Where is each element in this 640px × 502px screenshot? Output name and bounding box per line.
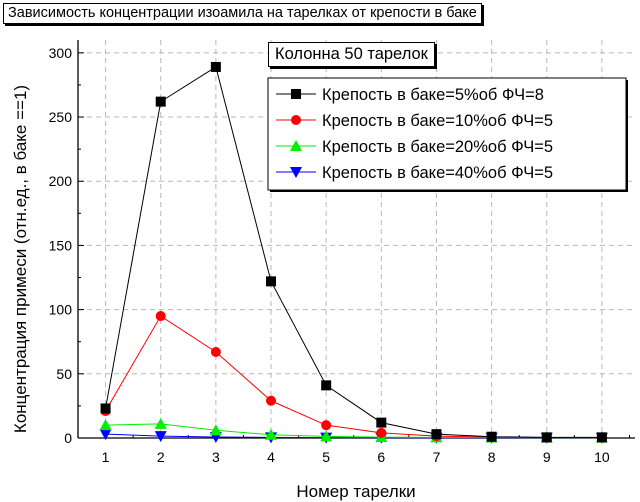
x-tick-label: 9 — [543, 449, 551, 465]
data-point — [541, 432, 552, 443]
data-point — [486, 431, 497, 442]
series-2 — [100, 311, 607, 443]
data-point — [155, 96, 166, 107]
data-point — [266, 276, 277, 287]
x-axis-label: Номер тарелки — [296, 482, 415, 501]
chart-title: Зависимость концентрации изоамила на тар… — [3, 3, 482, 24]
y-tick-label: 0 — [64, 430, 72, 446]
legend-marker — [290, 167, 302, 178]
data-point — [321, 380, 332, 391]
data-point — [100, 403, 111, 414]
y-axis-label: Концентрация примеси (отн.ед., в баке ==… — [11, 85, 30, 433]
y-tick-label: 300 — [49, 45, 73, 61]
data-point — [209, 424, 222, 436]
x-tick-label: 8 — [488, 449, 496, 465]
data-point — [210, 61, 221, 72]
legend-label: Крепость в баке=40%об ФЧ=5 — [322, 164, 553, 182]
data-point — [431, 429, 442, 440]
legend-marker — [291, 89, 301, 99]
y-tick-label: 100 — [49, 302, 73, 318]
x-tick-label: 7 — [433, 449, 441, 465]
data-point — [321, 420, 332, 431]
legend-marker — [291, 115, 301, 125]
series-line — [105, 315, 602, 439]
y-tick-label: 150 — [49, 237, 73, 253]
data-point — [376, 417, 387, 428]
data-point — [99, 429, 112, 441]
legend-marker — [290, 140, 302, 151]
data-point — [210, 346, 221, 357]
y-tick-label: 50 — [56, 366, 72, 382]
legend-label: Крепость в баке=10%об ФЧ=5 — [322, 112, 553, 130]
legend-label: Крепость в баке=20%об ФЧ=5 — [322, 138, 553, 156]
y-tick-label: 250 — [49, 109, 73, 125]
data-point — [99, 419, 112, 431]
x-tick-label: 5 — [322, 449, 330, 465]
series-layer — [99, 61, 608, 444]
series-1 — [100, 61, 607, 443]
data-point — [154, 417, 167, 429]
x-tick-label: 1 — [102, 449, 110, 465]
legend: Крепость в баке=5%об ФЧ=8 Крепость в баке… — [267, 77, 628, 192]
data-point — [266, 395, 277, 406]
data-point — [320, 430, 333, 442]
legend-label: Крепость в баке=5%об ФЧ=8 — [322, 86, 544, 104]
data-point — [376, 427, 387, 438]
chart-subtitle: Колонна 50 тарелок — [268, 42, 435, 67]
x-tick-label: 3 — [212, 449, 220, 465]
series-3 — [99, 417, 608, 443]
x-tick-label: 2 — [157, 449, 165, 465]
legend-box — [267, 77, 627, 191]
data-point — [155, 311, 166, 322]
series-line — [105, 66, 602, 438]
data-point — [596, 432, 607, 443]
data-point — [265, 428, 278, 440]
x-tick-label: 10 — [594, 449, 610, 465]
x-tick-label: 4 — [267, 449, 275, 465]
y-tick-label: 200 — [49, 173, 73, 189]
data-point — [154, 431, 167, 443]
x-tick-label: 6 — [377, 449, 385, 465]
